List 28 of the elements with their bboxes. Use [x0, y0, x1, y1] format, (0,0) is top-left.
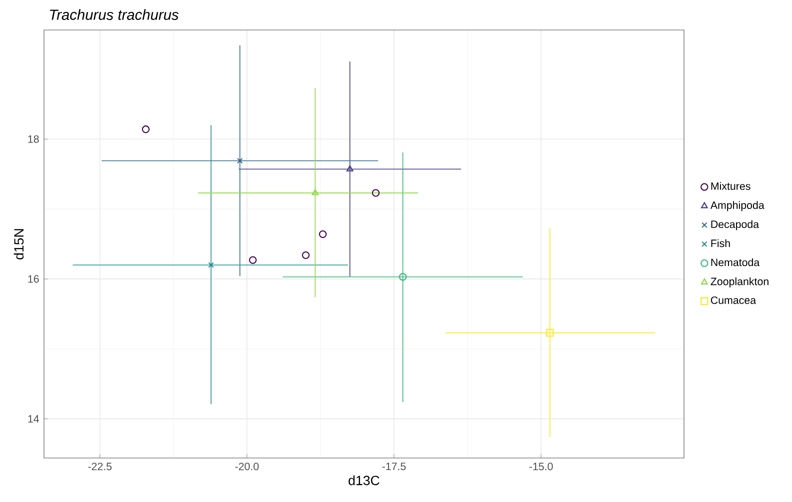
y-tick-label: 16: [28, 275, 39, 283]
point: [142, 125, 150, 134]
legend-label: Mixtures: [711, 182, 750, 190]
point: [236, 158, 243, 164]
y-tick-label: 18: [28, 135, 39, 143]
legend-label: Amphipoda: [710, 201, 764, 212]
x-tick-label: -20.0: [235, 462, 259, 470]
y-tick-label: 14: [28, 415, 39, 422]
point: [398, 272, 407, 281]
x-axis-title: d13C: [348, 475, 380, 486]
point: [312, 189, 319, 196]
point: [346, 165, 354, 172]
x-tick-label: -15.0: [529, 462, 553, 470]
point: [318, 230, 327, 238]
legend-label: Zooplankton: [710, 277, 768, 288]
legend-label: Nematoda: [711, 258, 760, 266]
x-tick-label: -17.5: [382, 462, 406, 470]
point: [248, 256, 257, 264]
point: [302, 251, 310, 260]
point: [208, 262, 214, 268]
point: [546, 328, 554, 337]
legend-label: Cumacea: [710, 296, 756, 304]
chart-title: Trachurus trachurus: [50, 9, 179, 20]
legend-label: Fish: [711, 239, 730, 248]
point: [372, 189, 380, 197]
x-tick-label: -22.5: [88, 462, 112, 470]
y-axis-title: d15N: [14, 229, 24, 260]
legend-label: Decapoda: [711, 220, 760, 230]
